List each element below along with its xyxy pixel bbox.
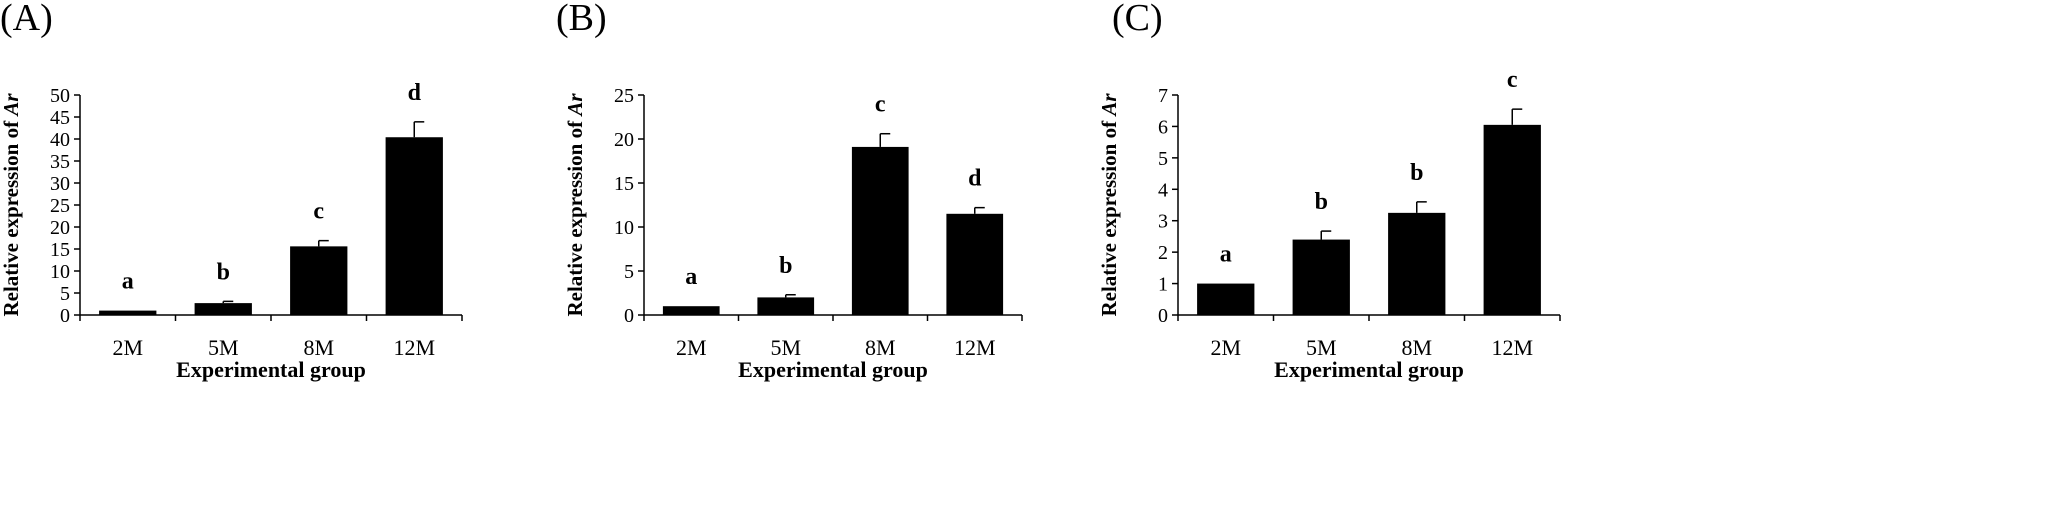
y-tick-label: 10: [50, 261, 70, 283]
x-axis-label: Experimental group: [738, 357, 928, 382]
x-tick-label-5M: 5M: [208, 335, 239, 360]
x-tick-label-8M: 8M: [303, 335, 334, 360]
y-tick-label: 6: [1158, 116, 1168, 138]
y-tick-label: 1: [1158, 274, 1168, 296]
bar-12M: [1483, 124, 1541, 315]
x-tick-label-8M: 8M: [865, 335, 896, 360]
bar-2M: [1197, 283, 1255, 315]
y-axis-label-gene: Ar: [563, 93, 587, 118]
x-tick-label-2M: 2M: [112, 335, 143, 360]
y-tick-label: 30: [50, 173, 70, 195]
bar-5M: [1292, 239, 1350, 315]
chart-panel-a: (A) 0 5 10 15 20 25 30 35 40 45 50 a 2M b 5M c 8M d 12M Exp…: [0, 0, 690, 505]
significance-letter-8M: c: [875, 92, 886, 118]
y-axis-label: Relative expression of Ar: [563, 93, 587, 317]
y-tick-label: 35: [50, 151, 70, 173]
significance-letter-8M: b: [1410, 160, 1423, 186]
y-tick-label: 15: [50, 239, 70, 261]
y-tick-label: 10: [614, 217, 634, 239]
bar-8M: [851, 146, 909, 315]
bar-12M: [946, 213, 1004, 315]
bar-8M: [1388, 212, 1446, 315]
y-axis-label: Relative expression of Ar: [1097, 93, 1121, 317]
y-tick-label: 4: [1158, 179, 1168, 201]
significance-letter-5M: b: [1315, 189, 1328, 215]
y-axis-label-prefix: Relative expression of: [0, 116, 23, 317]
y-tick-label: 0: [60, 305, 70, 327]
y-tick-label: 2: [1158, 242, 1168, 264]
panel-label-a: (A): [0, 0, 53, 39]
y-axis-label: Relative expression of Ar: [0, 93, 23, 317]
y-tick-label: 5: [1158, 148, 1168, 170]
significance-letter-5M: b: [217, 259, 230, 285]
significance-letter-12M: d: [408, 80, 422, 106]
bar-12M: [385, 137, 443, 315]
y-axis-label-prefix: Relative expression of: [1097, 116, 1121, 317]
bar-chart-b: 0 5 10 15 20 25 a 2M b 5M c 8M d 12M Experimental grou…: [563, 85, 1023, 382]
x-tick-label-5M: 5M: [1306, 335, 1337, 360]
x-axis-label: Experimental group: [1274, 357, 1464, 382]
y-tick-label: 40: [50, 129, 70, 151]
x-tick-label-5M: 5M: [770, 335, 801, 360]
y-tick-label: 45: [50, 107, 70, 129]
significance-letter-12M: d: [968, 166, 982, 192]
panel-label-b: (B): [556, 0, 607, 39]
significance-letter-8M: c: [313, 199, 324, 225]
significance-letter-12M: c: [1507, 67, 1518, 93]
chart-panel-c: (C) 0 1 2 3 4 5 6 7 a 2M b 5M b 8M c 12M Experimental gr…: [1097, 0, 1802, 505]
y-tick-label: 5: [60, 283, 70, 305]
y-axis-label-prefix: Relative expression of: [563, 116, 587, 317]
y-tick-label: 7: [1158, 85, 1168, 107]
y-tick-label: 20: [614, 129, 634, 151]
bar-2M: [662, 306, 720, 315]
y-axis-label-gene: Ar: [0, 93, 23, 118]
x-tick-label-2M: 2M: [1210, 335, 1241, 360]
y-tick-label: 3: [1158, 211, 1168, 233]
bar-2M: [99, 310, 157, 315]
significance-letter-2M: a: [122, 269, 134, 295]
x-tick-label-12M: 12M: [393, 335, 435, 360]
y-tick-label: 5: [624, 261, 634, 283]
x-tick-label-12M: 12M: [954, 335, 996, 360]
x-tick-label-8M: 8M: [1401, 335, 1432, 360]
x-tick-label-2M: 2M: [676, 335, 707, 360]
y-tick-label: 25: [50, 195, 70, 217]
x-tick-label-12M: 12M: [1491, 335, 1533, 360]
bar-chart-c: 0 1 2 3 4 5 6 7 a 2M b 5M b 8M c 12M Experimental group R…: [1097, 67, 1561, 382]
significance-letter-2M: a: [1220, 242, 1232, 268]
y-tick-label: 0: [1158, 305, 1168, 327]
y-axis-label-gene: Ar: [1097, 93, 1121, 118]
bar-8M: [290, 246, 348, 315]
y-tick-label: 20: [50, 217, 70, 239]
chart-panel-b: (B) 0 5 10 15 20 25 a 2M b 5M c 8M d 12M Experimental …: [556, 0, 1246, 505]
x-axis-label: Experimental group: [176, 357, 366, 382]
bar-5M: [194, 303, 252, 315]
panel-label-c: (C): [1112, 0, 1163, 39]
y-tick-label: 15: [614, 173, 634, 195]
significance-letter-5M: b: [779, 253, 792, 279]
y-tick-label: 0: [624, 305, 634, 327]
bar-5M: [757, 297, 815, 315]
significance-letter-2M: a: [685, 264, 697, 290]
y-tick-label: 25: [614, 85, 634, 107]
y-tick-label: 50: [50, 85, 70, 107]
